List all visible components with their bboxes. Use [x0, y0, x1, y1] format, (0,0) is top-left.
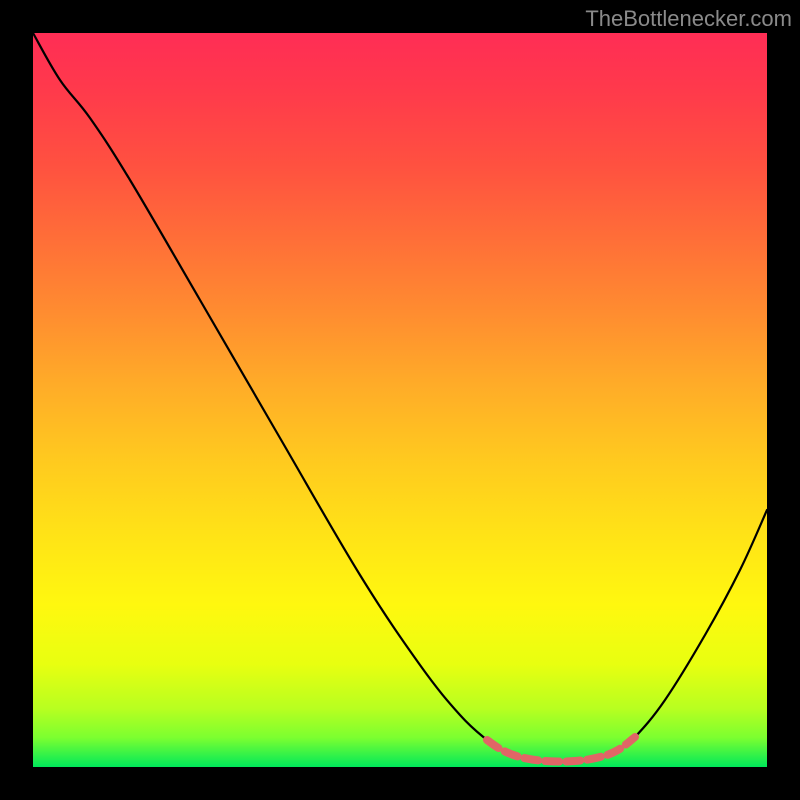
bottleneck-chart	[0, 0, 800, 800]
plot-area	[33, 33, 767, 767]
watermark-text: TheBottlenecker.com	[585, 6, 792, 32]
chart-container: TheBottlenecker.com	[0, 0, 800, 800]
